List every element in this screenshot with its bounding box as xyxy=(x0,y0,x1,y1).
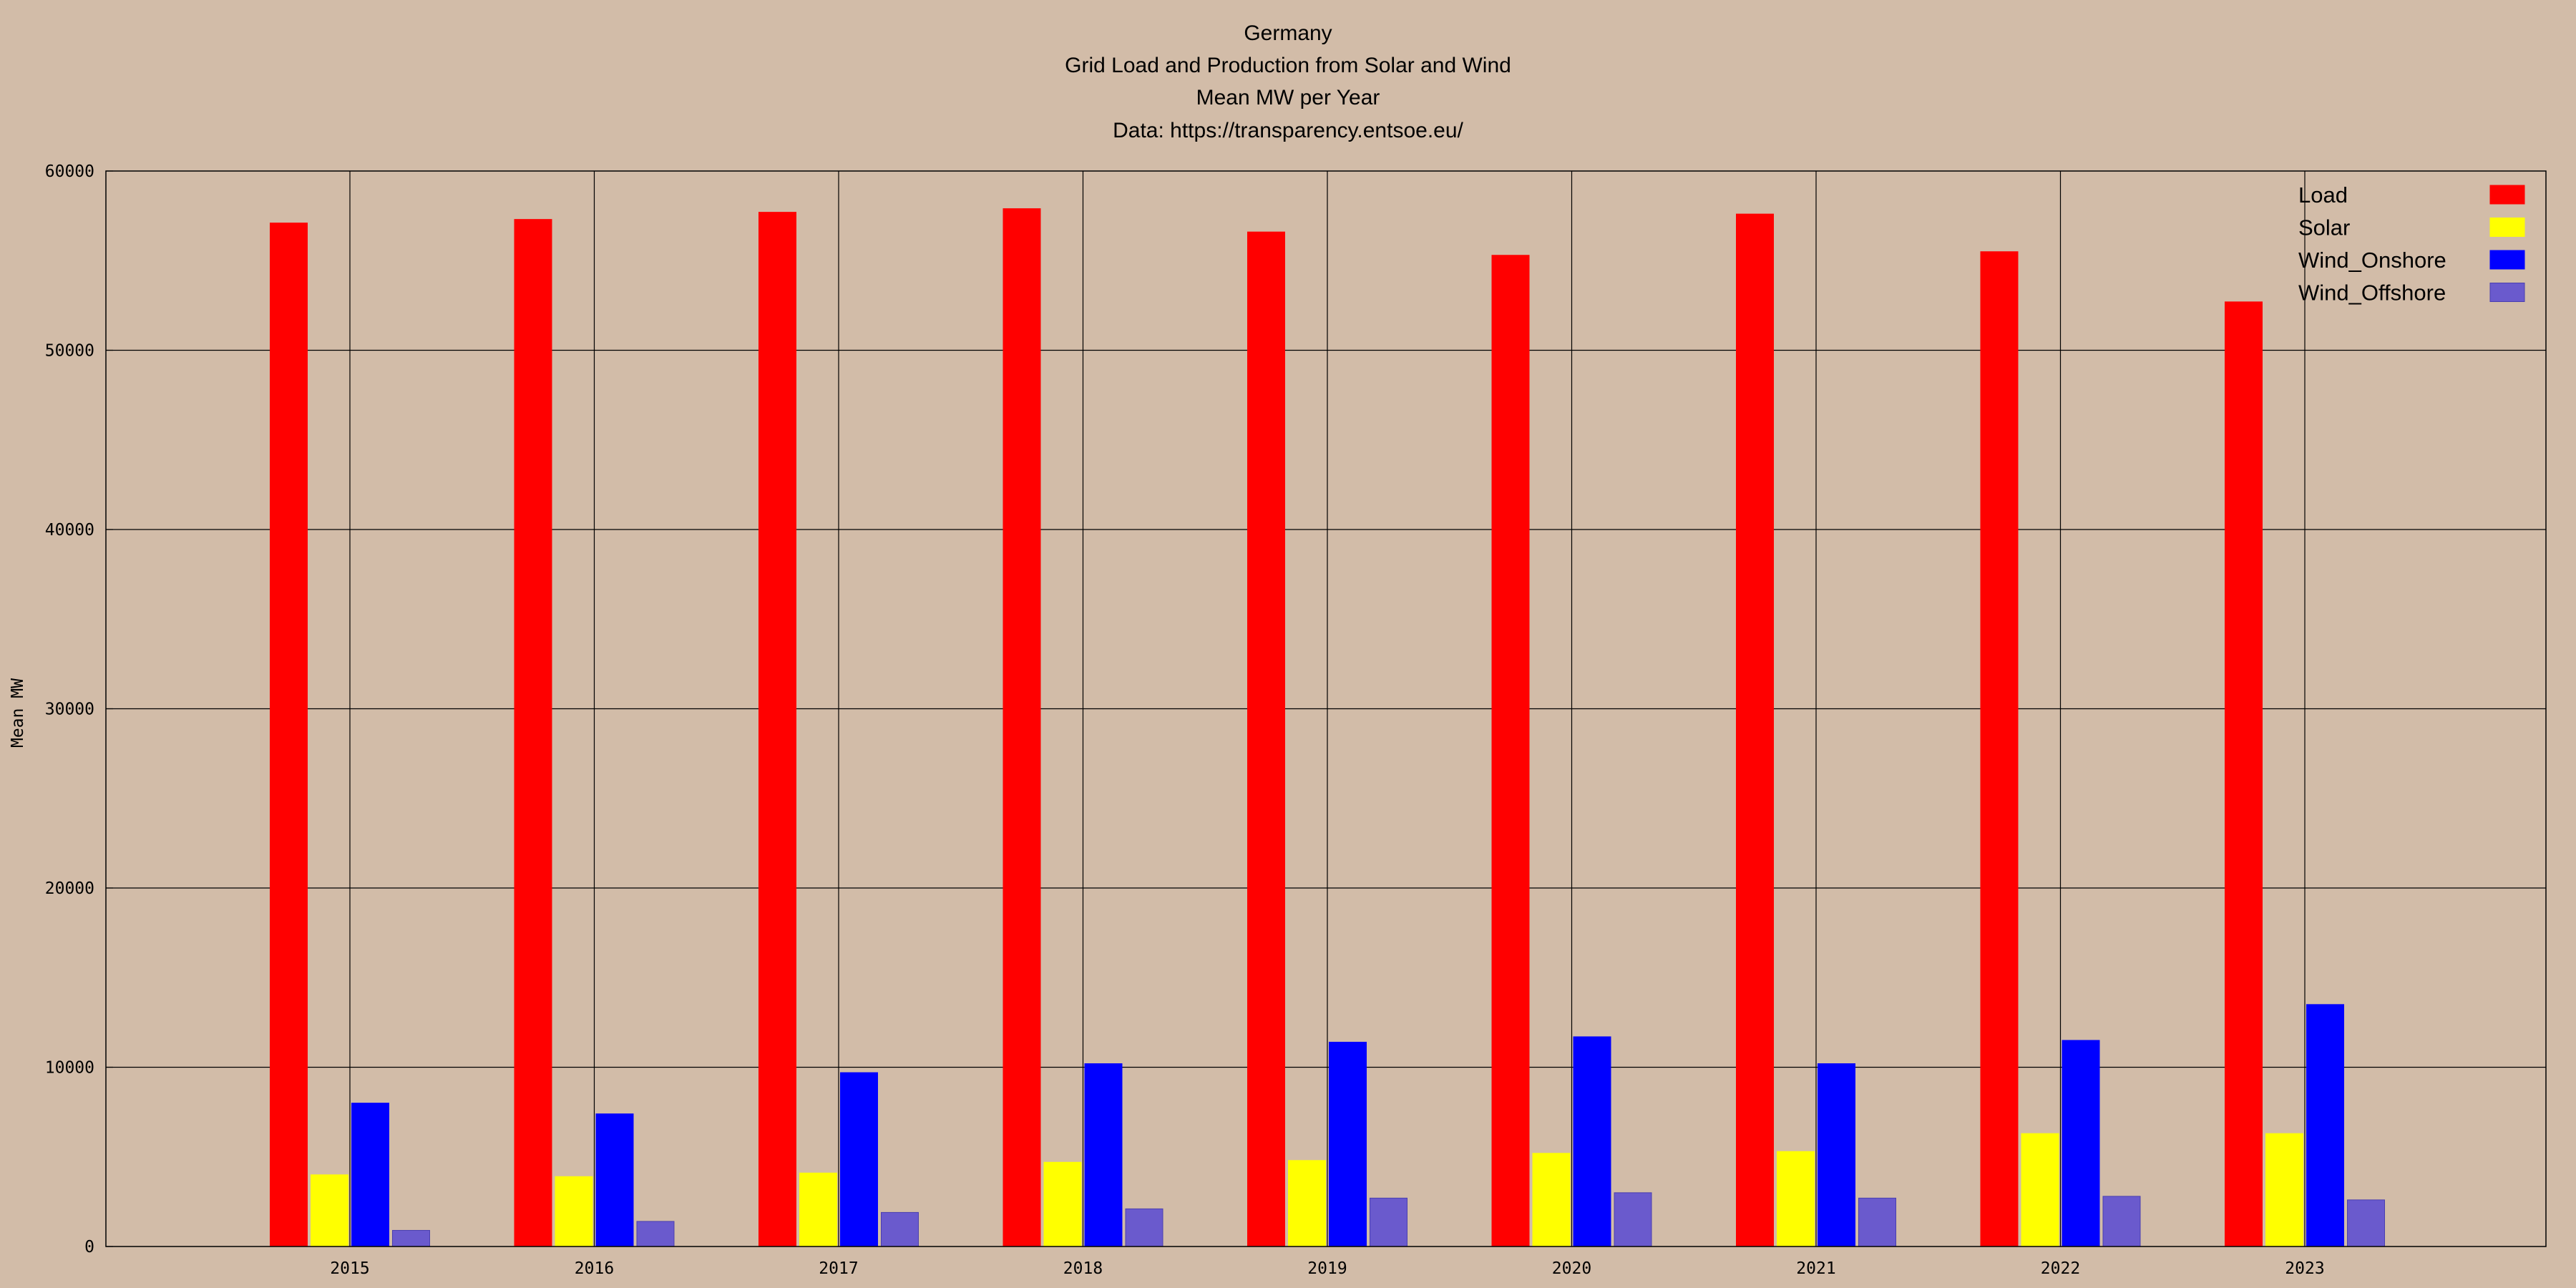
bar-wind-onshore xyxy=(1818,1063,1855,1247)
bar-solar xyxy=(2265,1133,2303,1247)
y-axis-label: Mean MW xyxy=(9,678,27,748)
bar-wind-offshore xyxy=(881,1211,919,1247)
bar-wind-offshore xyxy=(636,1221,675,1247)
bar-wind-onshore xyxy=(1573,1036,1611,1247)
legend-label-wind-onshore: Wind_Onshore xyxy=(2298,248,2446,273)
bar-load xyxy=(1491,255,1530,1247)
bar-wind-offshore xyxy=(1370,1197,1407,1247)
bar-solar xyxy=(555,1176,593,1247)
y-tick-label: 0 xyxy=(84,1238,94,1257)
y-tick-label: 50000 xyxy=(45,342,94,361)
x-tick-label: 2016 xyxy=(575,1259,614,1278)
bar-load xyxy=(514,219,552,1247)
bar-load xyxy=(758,212,796,1247)
legend-swatch-wind-onshore xyxy=(2489,250,2525,270)
legend-swatch-solar xyxy=(2489,218,2525,237)
bar-load xyxy=(2225,301,2263,1247)
bar-wind-onshore xyxy=(351,1103,389,1247)
bar-solar xyxy=(799,1172,837,1247)
bar-load xyxy=(1980,251,2019,1247)
y-tick-label: 60000 xyxy=(45,162,94,181)
bar-solar xyxy=(311,1174,348,1247)
chart-title-line-1: Germany xyxy=(1244,21,1332,45)
legend-label-solar: Solar xyxy=(2298,215,2350,240)
y-tick-label: 10000 xyxy=(45,1059,94,1078)
bar-solar xyxy=(1288,1160,1326,1247)
bar-load xyxy=(1247,231,1285,1247)
y-axis-ticks: 0 10000 20000 30000 40000 50000 60000 xyxy=(45,162,113,1257)
x-tick-label: 2015 xyxy=(330,1259,369,1278)
y-tick-label: 30000 xyxy=(45,701,94,719)
grid xyxy=(106,171,2546,1246)
bar-wind-offshore xyxy=(1614,1192,1652,1247)
bar-load xyxy=(270,223,308,1247)
bar-wind-offshore xyxy=(1125,1208,1163,1247)
legend-swatch-load xyxy=(2489,185,2525,205)
chart-title-line-3: Mean MW per Year xyxy=(1196,86,1380,109)
x-tick-label: 2017 xyxy=(819,1259,858,1278)
bar-wind-offshore xyxy=(392,1229,430,1247)
bar-wind-offshore xyxy=(2102,1196,2141,1247)
bar-wind-onshore xyxy=(1084,1063,1123,1247)
bars xyxy=(270,208,2385,1247)
bar-wind-onshore xyxy=(2306,1004,2344,1247)
bar-wind-onshore xyxy=(1329,1041,1367,1247)
bar-load xyxy=(1002,208,1041,1247)
legend-label-wind-offshore: Wind_Offshore xyxy=(2298,280,2446,306)
x-tick-label: 2018 xyxy=(1063,1259,1103,1278)
bar-solar xyxy=(1532,1153,1571,1247)
x-tick-label: 2022 xyxy=(2041,1259,2080,1278)
chart-title-line-2: Grid Load and Production from Solar and … xyxy=(1065,54,1511,77)
bar-wind-onshore xyxy=(2062,1040,2100,1247)
y-tick-label: 20000 xyxy=(45,879,94,898)
chart-title: Germany Grid Load and Production from So… xyxy=(1065,21,1511,142)
x-tick-label: 2021 xyxy=(1796,1259,1835,1278)
legend-swatch-wind-offshore xyxy=(2489,283,2525,302)
x-tick-label: 2020 xyxy=(1552,1259,1591,1278)
bar-solar xyxy=(1043,1161,1082,1247)
bar-wind-onshore xyxy=(840,1072,878,1247)
bar-solar xyxy=(1777,1151,1815,1247)
plot-frame xyxy=(105,170,2547,1247)
bar-wind-offshore xyxy=(1858,1197,1896,1247)
x-axis-ticks: 2015 2016 2017 2018 2019 2020 2021 2022 2023 xyxy=(330,1259,2324,1278)
bar-solar xyxy=(2021,1133,2059,1247)
legend: Load Solar Wind_Onshore Wind_Offshore xyxy=(2298,182,2525,306)
legend-label-load: Load xyxy=(2298,182,2348,208)
x-tick-label: 2023 xyxy=(2285,1259,2324,1278)
bar-load xyxy=(1736,213,1774,1247)
bar-wind-offshore xyxy=(2347,1199,2385,1247)
chart-title-line-4: Data: https://transparency.entsoe.eu/ xyxy=(1113,119,1463,142)
bar-wind-onshore xyxy=(595,1113,634,1247)
y-tick-label: 40000 xyxy=(45,521,94,540)
x-tick-label: 2019 xyxy=(1307,1259,1347,1278)
